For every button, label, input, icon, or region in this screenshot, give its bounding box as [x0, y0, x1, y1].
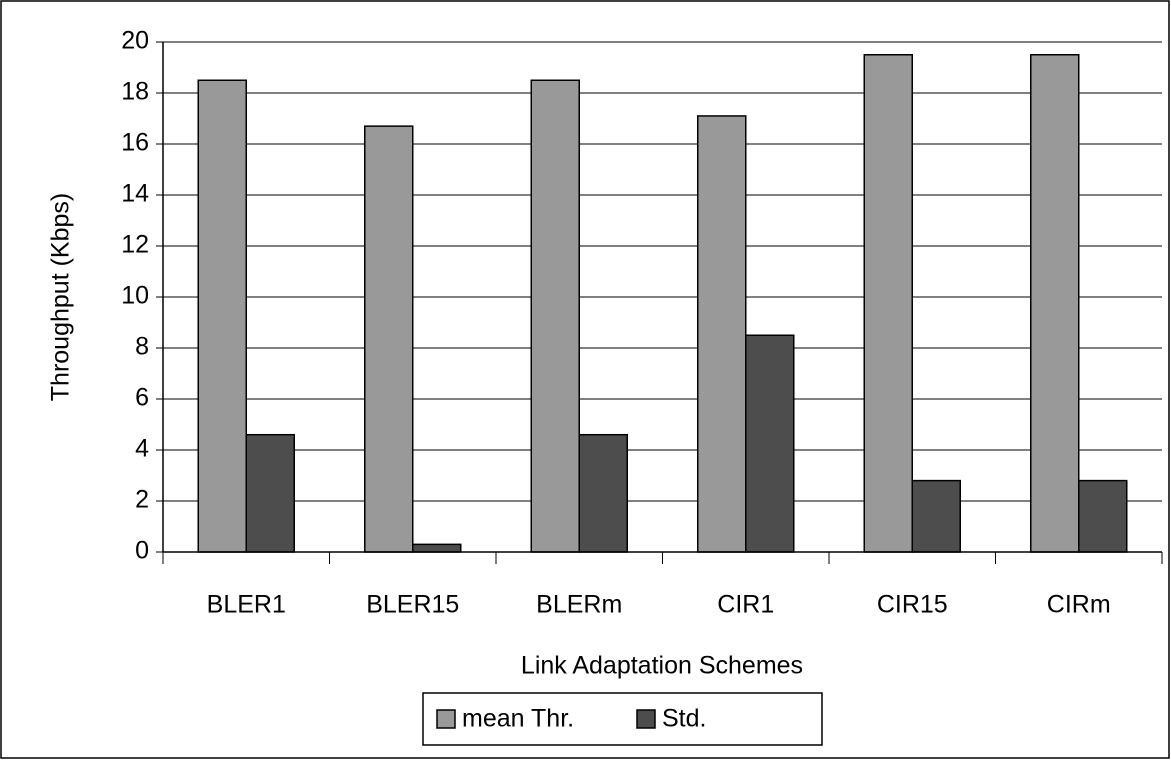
legend-swatch — [636, 709, 656, 729]
y-tick-label: 10 — [121, 282, 149, 310]
legend-swatch — [436, 709, 456, 729]
y-tick-label: 8 — [135, 333, 149, 361]
y-tick-label: 12 — [121, 231, 149, 259]
bar — [412, 543, 462, 553]
bar — [697, 115, 747, 553]
y-tick-label: 18 — [121, 78, 149, 106]
x-tick-label: BLER1 — [207, 591, 286, 619]
y-tick-label: 6 — [135, 384, 149, 412]
legend — [422, 692, 823, 746]
bar — [530, 79, 580, 553]
y-tick-label: 16 — [121, 129, 149, 157]
bar — [578, 433, 628, 553]
y-axis-title: Throughput (Kbps) — [47, 193, 75, 401]
bar — [245, 433, 295, 553]
x-axis-title: Link Adaptation Schemes — [521, 652, 803, 680]
bar — [364, 125, 414, 553]
bar — [745, 334, 795, 553]
legend-label: mean Thr. — [462, 705, 574, 733]
bar — [911, 479, 961, 553]
x-tick-label: CIRm — [1047, 591, 1111, 619]
x-tick-label: CIR15 — [877, 591, 948, 619]
y-tick-label: 20 — [121, 27, 149, 55]
bar — [863, 54, 913, 553]
bar — [1030, 54, 1080, 553]
x-tick-label: CIR1 — [717, 591, 774, 619]
bar — [1078, 479, 1128, 553]
legend-label: Std. — [662, 705, 706, 733]
y-tick-label: 2 — [135, 486, 149, 514]
x-tick-label: BLERm — [536, 591, 622, 619]
y-tick-label: 4 — [135, 435, 149, 463]
y-tick-label: 0 — [135, 537, 149, 565]
bar — [197, 79, 247, 553]
y-tick-label: 14 — [121, 180, 149, 208]
x-tick-label: BLER15 — [366, 591, 459, 619]
